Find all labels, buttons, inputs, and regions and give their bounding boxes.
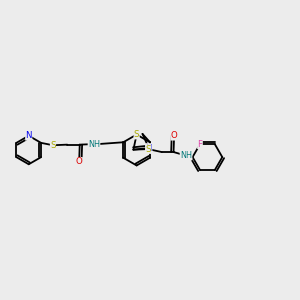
Text: NH: NH (88, 140, 100, 148)
Text: S: S (146, 145, 151, 154)
Text: N: N (26, 131, 32, 140)
Text: F: F (197, 140, 202, 149)
Text: S: S (50, 141, 56, 150)
Text: O: O (76, 158, 83, 166)
Text: N: N (146, 143, 152, 152)
Text: O: O (171, 131, 178, 140)
Text: NH: NH (180, 151, 192, 160)
Text: S: S (134, 130, 140, 139)
